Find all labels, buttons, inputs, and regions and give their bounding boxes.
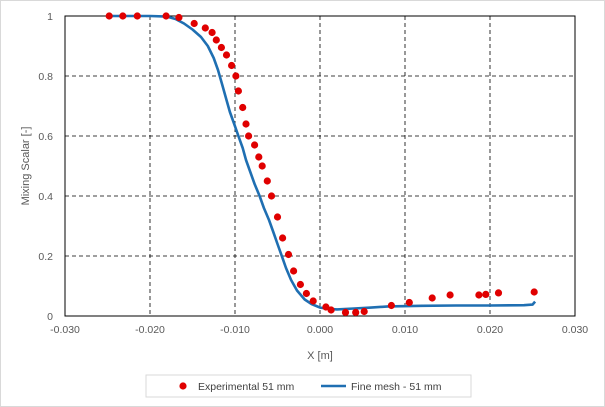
- data-point-experimental: [446, 291, 454, 299]
- data-point-experimental: [482, 290, 490, 298]
- data-point-experimental: [234, 87, 242, 95]
- x-axis-title: X [m]: [307, 350, 333, 362]
- data-point-experimental: [258, 162, 266, 170]
- data-point-experimental: [245, 132, 253, 140]
- data-point-experimental: [296, 280, 304, 289]
- x-tick-label: -0.010: [220, 324, 250, 336]
- data-point-experimental: [222, 51, 231, 59]
- data-point-experimental: [475, 291, 483, 299]
- data-point-experimental: [322, 303, 330, 311]
- data-point-experimental: [162, 12, 170, 20]
- legend: Experimental 51 mm Fine mesh - 51 mm: [145, 374, 472, 398]
- data-point-experimental: [290, 267, 298, 275]
- data-point-experimental: [119, 12, 127, 20]
- data-point-experimental: [302, 289, 310, 298]
- y-tick-label: 0.8: [38, 71, 53, 83]
- data-point-experimental: [284, 250, 293, 259]
- x-tick-label: -0.030: [50, 324, 80, 336]
- data-point-experimental: [387, 301, 395, 310]
- data-point-experimental: [279, 234, 287, 242]
- legend-marker-experimental: [179, 382, 187, 390]
- data-point-experimental: [251, 141, 259, 149]
- tick-labels: -0.030 -0.020 -0.010 0.000 0.010 0.020 0.030 0 0…: [38, 11, 588, 336]
- series-layer: [105, 12, 538, 316]
- data-point-experimental: [208, 28, 216, 37]
- x-tick-label: 0.000: [307, 324, 333, 336]
- legend-label-fine-mesh: Fine mesh - 51 mm: [351, 381, 442, 393]
- data-point-experimental: [273, 213, 282, 221]
- data-point-experimental: [201, 24, 209, 32]
- legend-box: [145, 374, 472, 398]
- data-point-experimental: [327, 306, 335, 314]
- data-point-experimental: [133, 12, 141, 20]
- data-point-experimental: [228, 61, 236, 70]
- y-tick-label: 0.2: [38, 251, 53, 263]
- data-point-experimental: [360, 307, 368, 316]
- data-point-experimental: [530, 288, 538, 296]
- data-point-experimental: [217, 43, 225, 52]
- data-point-experimental: [341, 308, 350, 316]
- data-point-experimental: [175, 13, 183, 22]
- data-point-experimental: [212, 36, 220, 44]
- data-point-experimental: [232, 72, 240, 80]
- y-axis-title: Mixing Scalar [-]: [20, 127, 32, 206]
- y-tick-label: 0: [47, 311, 53, 323]
- data-point-experimental: [309, 297, 317, 305]
- data-point-experimental: [494, 289, 503, 297]
- x-tick-label: 0.030: [562, 324, 588, 336]
- x-tick-label: -0.020: [135, 324, 165, 336]
- legend-label-experimental: Experimental 51 mm: [198, 381, 295, 393]
- data-point-experimental: [405, 298, 413, 307]
- data-point-experimental: [239, 103, 247, 112]
- x-tick-label: 0.010: [392, 324, 418, 336]
- data-point-experimental: [263, 177, 271, 185]
- x-tick-label: 0.020: [477, 324, 503, 336]
- series-line-fine-mesh: [107, 14, 537, 311]
- y-tick-label: 0.4: [38, 191, 53, 203]
- data-point-experimental: [352, 308, 360, 316]
- data-point-experimental: [428, 294, 436, 302]
- data-point-experimental: [242, 120, 250, 128]
- data-point-experimental: [105, 12, 113, 20]
- y-tick-label: 1: [47, 11, 53, 23]
- data-point-experimental: [190, 19, 198, 28]
- data-point-experimental: [267, 192, 276, 200]
- data-point-experimental: [255, 153, 263, 161]
- y-tick-label: 0.6: [38, 131, 53, 143]
